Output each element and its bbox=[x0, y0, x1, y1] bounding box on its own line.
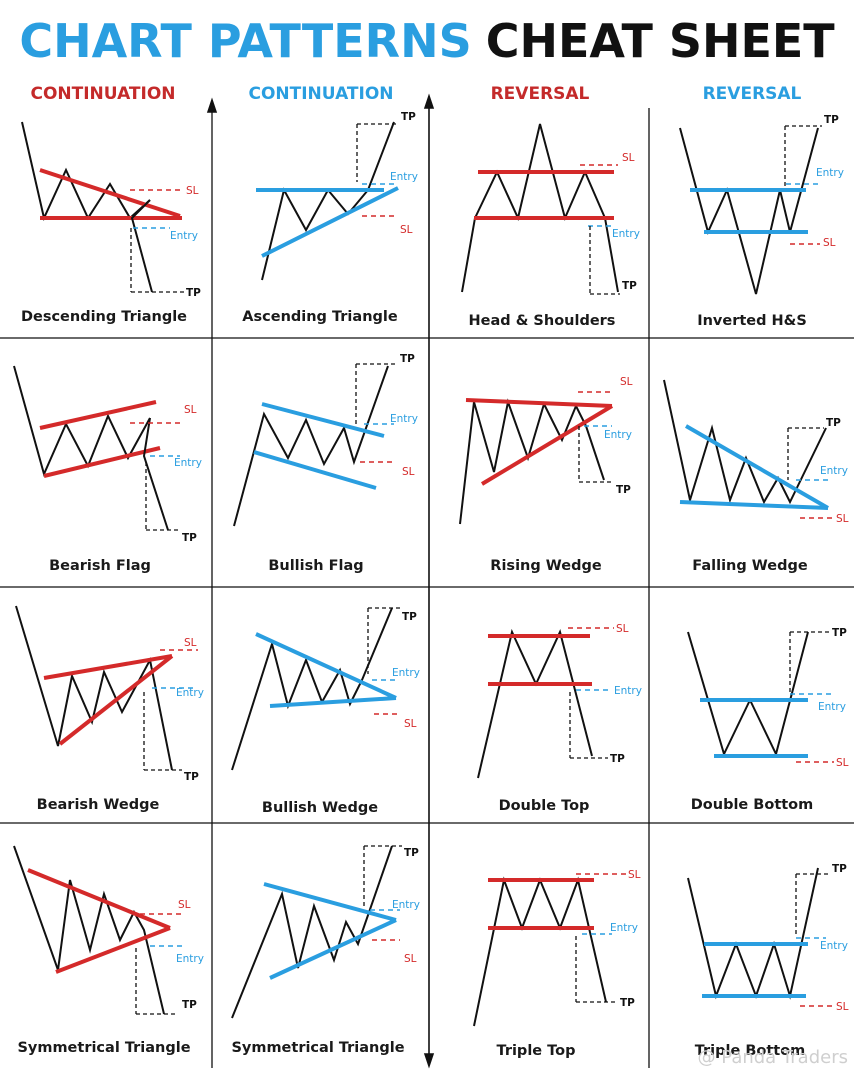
tp-label: TP bbox=[620, 997, 635, 1009]
pattern-name: Symmetrical Triangle bbox=[17, 1040, 190, 1056]
column-header-reversal-2: REVERSAL bbox=[702, 84, 802, 104]
tp-label: TP bbox=[826, 417, 841, 429]
sl-label: SL bbox=[616, 623, 629, 635]
pattern-name: Double Top bbox=[499, 798, 590, 814]
sl-label: SL bbox=[836, 757, 849, 769]
pattern-name: Rising Wedge bbox=[490, 558, 602, 574]
pattern-triple-bottom: TP Entry SL Triple Bottom bbox=[687, 863, 849, 1059]
pattern-bearish-flag: SL Entry TP Bearish Flag bbox=[13, 365, 202, 574]
entry-label: Entry bbox=[176, 953, 204, 965]
tp-label: TP bbox=[832, 863, 847, 875]
pattern-double-bottom: TP Entry SL Double Bottom bbox=[687, 627, 849, 813]
title-part-1: CHART PATTERNS bbox=[19, 14, 472, 68]
sl-label: SL bbox=[620, 376, 633, 388]
entry-label: Entry bbox=[612, 228, 640, 240]
pattern-double-top: SL Entry TP Double Top bbox=[477, 623, 642, 814]
tp-label: TP bbox=[184, 771, 199, 783]
tp-label: TP bbox=[182, 532, 197, 544]
tp-label: TP bbox=[404, 847, 419, 859]
pattern-name: Bullish Flag bbox=[268, 558, 363, 574]
sl-label: SL bbox=[404, 953, 417, 965]
pattern-ascending-triangle: TP Entry SL Ascending Triangle bbox=[242, 111, 418, 325]
sl-label: SL bbox=[836, 1001, 849, 1013]
sl-label: SL bbox=[184, 637, 197, 649]
pattern-symmetrical-triangle-bear: SL Entry TP Symmetrical Triangle bbox=[13, 845, 204, 1056]
sl-label: SL bbox=[823, 237, 836, 249]
watermark: @ Panda Traders bbox=[697, 1047, 848, 1068]
tp-label: TP bbox=[186, 287, 201, 299]
page-title: CHART PATTERNS CHEAT SHEET bbox=[0, 8, 854, 74]
sl-label: SL bbox=[186, 185, 199, 197]
pattern-name: Ascending Triangle bbox=[242, 309, 398, 325]
title-part-2: CHEAT SHEET bbox=[485, 14, 835, 68]
pattern-name: Bullish Wedge bbox=[262, 800, 378, 816]
pattern-bullish-wedge: TP Entry SL Bullish Wedge bbox=[231, 607, 420, 816]
pattern-inverted-hs: TP Entry SL Inverted H&S bbox=[679, 114, 844, 329]
column-header-continuation-1: CONTINUATION bbox=[30, 84, 176, 104]
entry-label: Entry bbox=[614, 685, 642, 697]
entry-label: Entry bbox=[818, 701, 846, 713]
tp-label: TP bbox=[401, 111, 416, 123]
tp-label: TP bbox=[400, 353, 415, 365]
entry-label: Entry bbox=[820, 940, 848, 952]
pattern-name: Triple Top bbox=[497, 1043, 576, 1059]
sl-label: SL bbox=[622, 152, 635, 164]
column-header-reversal-1: REVERSAL bbox=[490, 84, 590, 104]
pattern-bearish-wedge: SL Entry TP Bearish Wedge bbox=[15, 605, 204, 813]
pattern-name: Triple Bottom bbox=[695, 1043, 806, 1059]
entry-label: Entry bbox=[392, 667, 420, 679]
grid-lines bbox=[0, 108, 854, 1068]
entry-label: Entry bbox=[820, 465, 848, 477]
sl-label: SL bbox=[628, 869, 641, 881]
pattern-name: Descending Triangle bbox=[21, 309, 187, 325]
entry-label: Entry bbox=[390, 413, 418, 425]
tp-label: TP bbox=[824, 114, 839, 126]
pattern-bullish-flag: TP Entry SL Bullish Flag bbox=[233, 353, 418, 574]
pattern-name: Head & Shoulders bbox=[469, 313, 616, 329]
entry-label: Entry bbox=[610, 922, 638, 934]
center-axis bbox=[423, 93, 435, 1069]
entry-label: Entry bbox=[392, 899, 420, 911]
entry-label: Entry bbox=[604, 429, 632, 441]
pattern-name: Double Bottom bbox=[691, 797, 814, 813]
entry-label: Entry bbox=[170, 230, 198, 242]
left-axis bbox=[206, 97, 218, 113]
sl-label: SL bbox=[836, 513, 849, 525]
pattern-descending-triangle: SL Entry TP Descending Triangle bbox=[21, 121, 201, 325]
pattern-triple-top: SL Entry TP Triple Top bbox=[473, 869, 641, 1059]
pattern-symmetrical-triangle-bull: TP Entry SL Symmetrical Triangle bbox=[231, 845, 420, 1056]
tp-label: TP bbox=[832, 627, 847, 639]
tp-label: TP bbox=[616, 484, 631, 496]
pattern-name: Bearish Wedge bbox=[37, 797, 160, 813]
column-header-continuation-2: CONTINUATION bbox=[248, 84, 394, 104]
pattern-name: Symmetrical Triangle bbox=[231, 1040, 404, 1056]
entry-label: Entry bbox=[176, 687, 204, 699]
pattern-name: Inverted H&S bbox=[697, 313, 807, 329]
pattern-head-shoulders: SL Entry TP Head & Shoulders bbox=[461, 123, 640, 329]
tp-label: TP bbox=[622, 280, 637, 292]
tp-label: TP bbox=[182, 999, 197, 1011]
sl-label: SL bbox=[400, 224, 413, 236]
pattern-name: Bearish Flag bbox=[49, 558, 151, 574]
sl-label: SL bbox=[184, 404, 197, 416]
sl-label: SL bbox=[178, 899, 191, 911]
entry-label: Entry bbox=[816, 167, 844, 179]
pattern-name: Falling Wedge bbox=[692, 558, 808, 574]
entry-label: Entry bbox=[174, 457, 202, 469]
sl-label: SL bbox=[404, 718, 417, 730]
tp-label: TP bbox=[402, 611, 417, 623]
sl-label: SL bbox=[402, 466, 415, 478]
pattern-falling-wedge: TP Entry SL Falling Wedge bbox=[663, 379, 849, 574]
pattern-rising-wedge: SL Entry TP Rising Wedge bbox=[459, 376, 633, 574]
tp-label: TP bbox=[610, 753, 625, 765]
entry-label: Entry bbox=[390, 171, 418, 183]
